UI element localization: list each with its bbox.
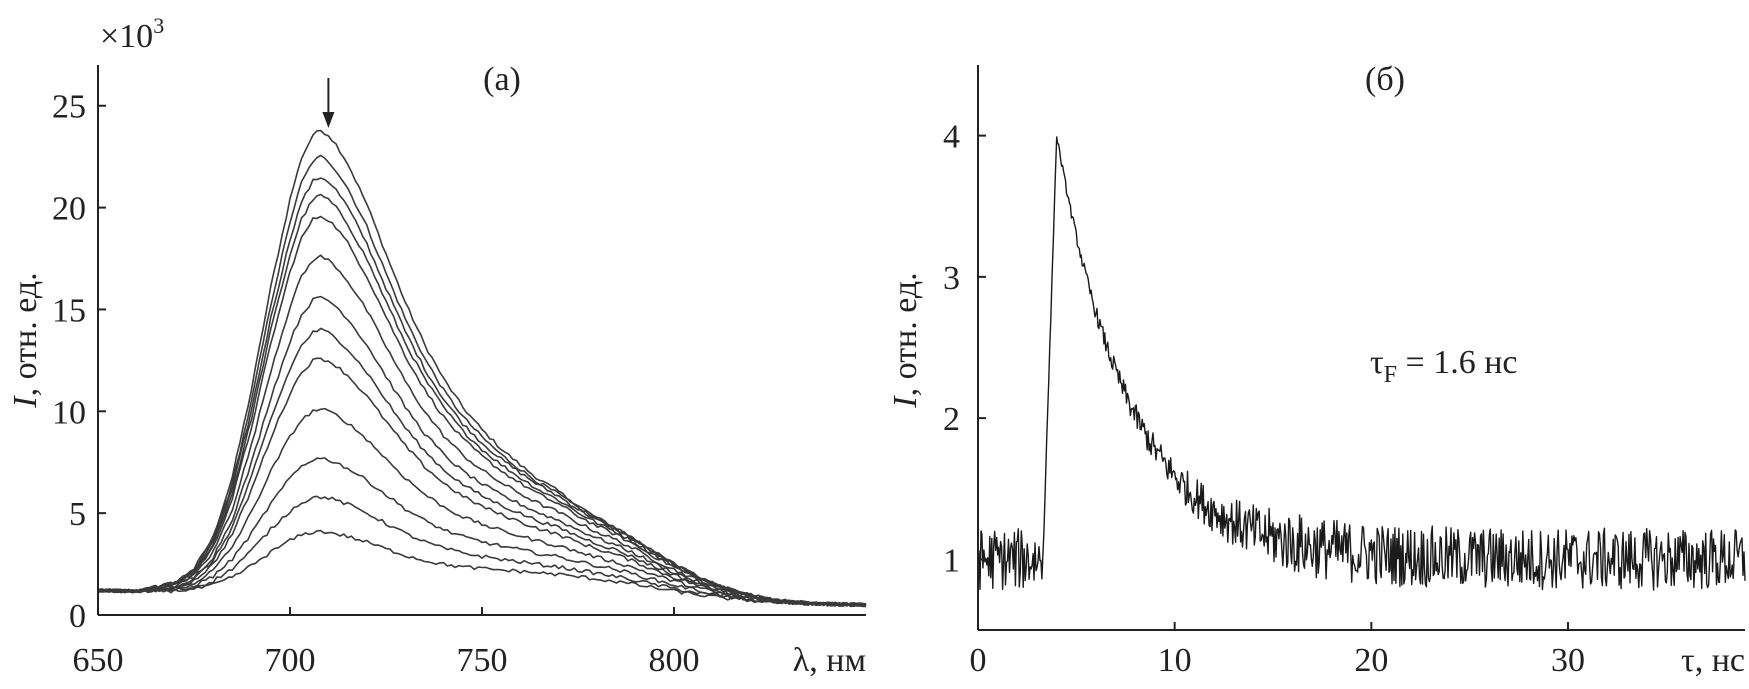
decay-line — [977, 136, 1746, 591]
panel-b-x-tick-label: 20 — [1354, 642, 1388, 679]
panel-b-y-tick-label: 4 — [943, 119, 960, 156]
panel-a-x-tick-label: 800 — [649, 642, 700, 679]
spectrum-line — [97, 193, 867, 608]
panel-b-y-tick-label: 3 — [943, 260, 960, 297]
panel-b-y-ticks: 1 2 3 4 — [943, 119, 986, 579]
panel-a-y-axis-title: I, отн. ед. — [7, 272, 44, 408]
panel-b-x-ticks: 0 10 20 30 — [970, 622, 1585, 679]
panel-b-x-tick-label: 30 — [1551, 642, 1585, 679]
spectrum-line — [97, 529, 867, 607]
panel-b-y-tick-label: 1 — [943, 542, 960, 579]
panel-a-x-ticks: 650 700 750 800 — [73, 607, 700, 679]
panel-a-x-axis-title: λ, нм — [793, 642, 866, 679]
scale-factor: ×103 — [100, 13, 164, 55]
panel-a-x-tick-label: 750 — [457, 642, 508, 679]
panel-a-y-tick-label: 15 — [52, 292, 86, 329]
lifetime-annotation: τF = 1.6 нс — [1370, 344, 1518, 388]
panel-b: 0 10 20 30 1 2 3 4 (б) τ, нс I, отн. ед. τF = … — [887, 61, 1746, 679]
panel-b-x-tick-label: 0 — [970, 642, 987, 679]
panel-a-y-tick-label: 20 — [52, 191, 86, 228]
peak-arrow — [322, 78, 335, 128]
panel-b-x-axis-title: τ, нс — [1681, 642, 1745, 679]
spectrum-line — [97, 457, 867, 608]
panel-b-y-tick-label: 2 — [943, 401, 960, 438]
spectrum-line — [97, 129, 867, 607]
panel-a-y-tick-label: 5 — [69, 496, 86, 533]
spectrum-line — [97, 215, 867, 607]
panel-a-x-tick-label: 700 — [265, 642, 316, 679]
panel-a-y-tick-label: 25 — [52, 89, 86, 126]
panel-a-y-tick-label: 0 — [69, 598, 86, 635]
decay-curve — [977, 136, 1746, 591]
spectrum-line — [97, 154, 867, 607]
spectrum-line — [97, 295, 867, 607]
panel-a-y-ticks: 0 5 10 15 20 25 — [52, 89, 106, 635]
panel-a-y-tick-label: 10 — [52, 394, 86, 431]
spectrum-line — [97, 254, 867, 607]
panel-b-label: (б) — [1365, 61, 1405, 98]
panel-a-x-tick-label: 650 — [73, 642, 124, 679]
panel-b-y-axis-title: I, отн. ед. — [887, 272, 924, 408]
spectrum-line — [97, 495, 867, 607]
panel-a: 650 700 750 800 0 5 10 15 20 25 ×103 (а) λ, нм I… — [7, 13, 867, 679]
spectra-curves — [97, 129, 867, 608]
panel-a-label: (а) — [483, 61, 521, 98]
panel-b-x-tick-label: 10 — [1158, 642, 1192, 679]
